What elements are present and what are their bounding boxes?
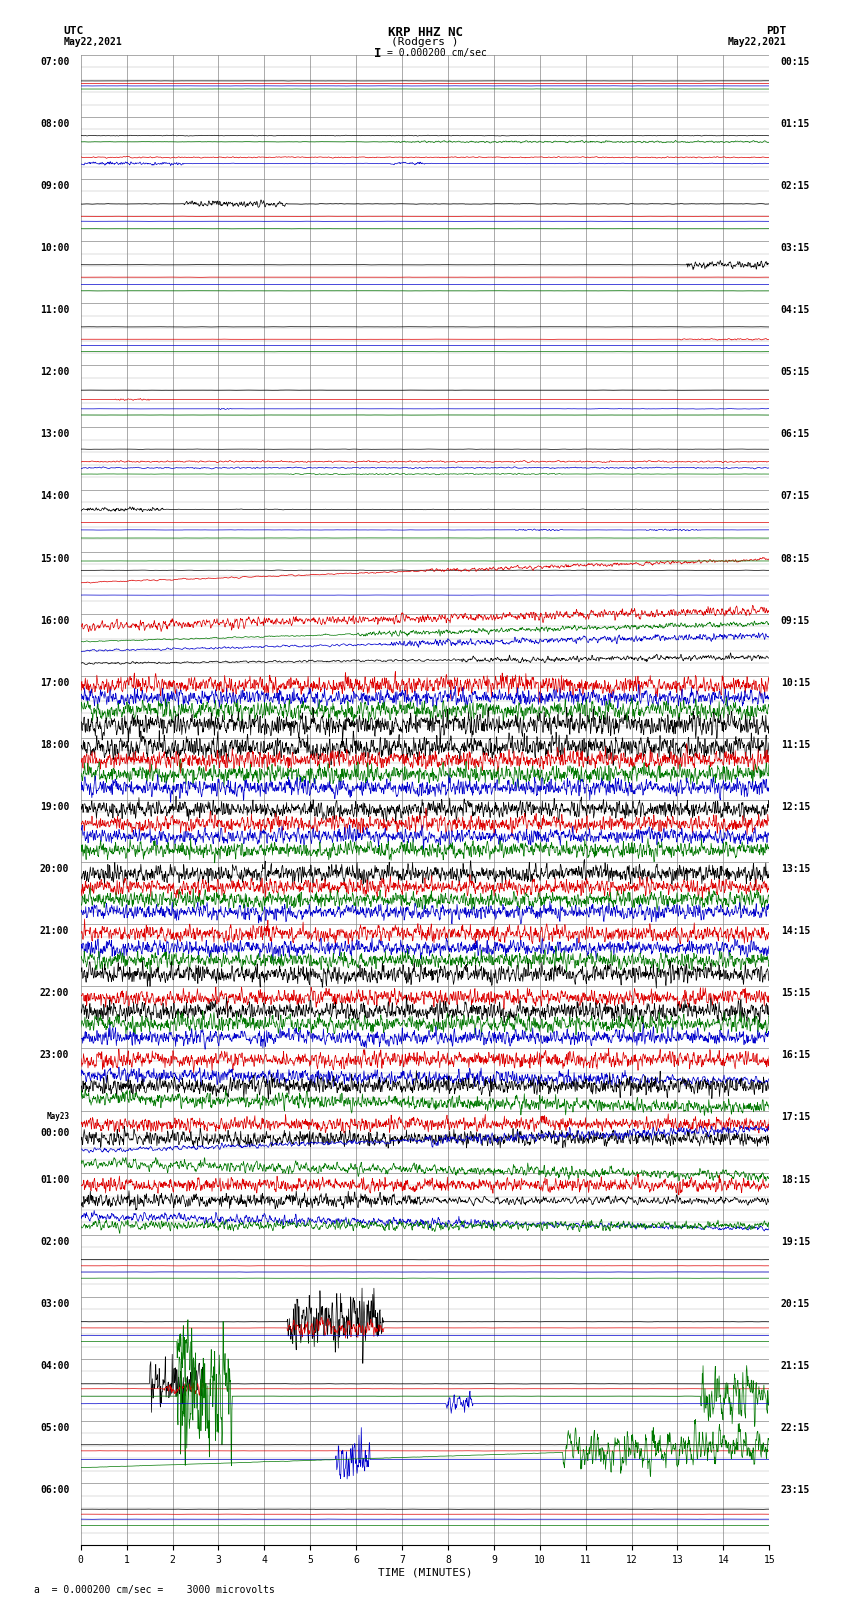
- Text: 13:15: 13:15: [780, 865, 810, 874]
- Text: (Rodgers ): (Rodgers ): [391, 37, 459, 47]
- Text: 18:00: 18:00: [40, 740, 70, 750]
- Text: 09:00: 09:00: [40, 181, 70, 190]
- Text: 00:00: 00:00: [40, 1127, 70, 1137]
- Text: 14:15: 14:15: [780, 926, 810, 936]
- Text: 22:00: 22:00: [40, 989, 70, 998]
- Text: 08:15: 08:15: [780, 553, 810, 563]
- Text: 11:00: 11:00: [40, 305, 70, 315]
- Text: 03:15: 03:15: [780, 244, 810, 253]
- Text: 11:15: 11:15: [780, 740, 810, 750]
- Text: 19:15: 19:15: [780, 1237, 810, 1247]
- Text: = 0.000200 cm/sec: = 0.000200 cm/sec: [387, 48, 486, 58]
- Text: I: I: [374, 47, 382, 60]
- Text: a  = 0.000200 cm/sec =    3000 microvolts: a = 0.000200 cm/sec = 3000 microvolts: [34, 1586, 275, 1595]
- Text: 04:00: 04:00: [40, 1361, 70, 1371]
- Text: 12:15: 12:15: [780, 802, 810, 811]
- Text: 19:00: 19:00: [40, 802, 70, 811]
- Text: 02:00: 02:00: [40, 1237, 70, 1247]
- Text: 02:15: 02:15: [780, 181, 810, 190]
- Text: 13:00: 13:00: [40, 429, 70, 439]
- Text: 00:15: 00:15: [780, 56, 810, 66]
- Text: 15:00: 15:00: [40, 553, 70, 563]
- Text: 21:00: 21:00: [40, 926, 70, 936]
- Text: 06:15: 06:15: [780, 429, 810, 439]
- Text: 18:15: 18:15: [780, 1174, 810, 1184]
- Text: 01:15: 01:15: [780, 119, 810, 129]
- Text: 17:00: 17:00: [40, 677, 70, 687]
- Text: PDT: PDT: [766, 26, 786, 35]
- Text: 04:15: 04:15: [780, 305, 810, 315]
- Text: May22,2021: May22,2021: [728, 37, 786, 47]
- Text: 03:00: 03:00: [40, 1298, 70, 1308]
- Text: 23:00: 23:00: [40, 1050, 70, 1060]
- Text: May22,2021: May22,2021: [64, 37, 122, 47]
- Text: KRP HHZ NC: KRP HHZ NC: [388, 26, 462, 39]
- Text: 07:15: 07:15: [780, 492, 810, 502]
- Text: 22:15: 22:15: [780, 1423, 810, 1432]
- Text: 08:00: 08:00: [40, 119, 70, 129]
- Text: 12:00: 12:00: [40, 368, 70, 377]
- Text: 20:00: 20:00: [40, 865, 70, 874]
- Text: 10:00: 10:00: [40, 244, 70, 253]
- Text: 16:15: 16:15: [780, 1050, 810, 1060]
- Text: 15:15: 15:15: [780, 989, 810, 998]
- Text: UTC: UTC: [64, 26, 84, 35]
- Text: 21:15: 21:15: [780, 1361, 810, 1371]
- Text: 01:00: 01:00: [40, 1174, 70, 1184]
- Text: 20:15: 20:15: [780, 1298, 810, 1308]
- X-axis label: TIME (MINUTES): TIME (MINUTES): [377, 1568, 473, 1578]
- Text: 23:15: 23:15: [780, 1486, 810, 1495]
- Text: May23: May23: [46, 1113, 70, 1121]
- Text: 06:00: 06:00: [40, 1486, 70, 1495]
- Text: 10:15: 10:15: [780, 677, 810, 687]
- Text: 17:15: 17:15: [780, 1113, 810, 1123]
- Text: 14:00: 14:00: [40, 492, 70, 502]
- Text: 07:00: 07:00: [40, 56, 70, 66]
- Text: 05:15: 05:15: [780, 368, 810, 377]
- Text: 05:00: 05:00: [40, 1423, 70, 1432]
- Text: 09:15: 09:15: [780, 616, 810, 626]
- Text: 16:00: 16:00: [40, 616, 70, 626]
